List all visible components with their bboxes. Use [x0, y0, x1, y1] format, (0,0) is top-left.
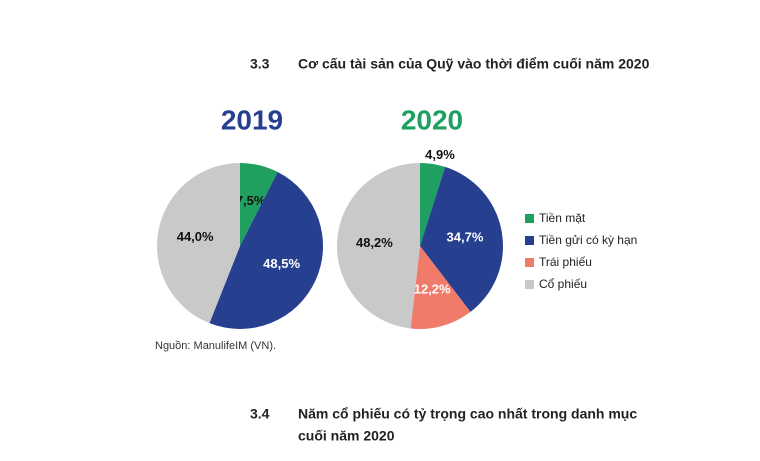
data-label: 48,2% [356, 235, 393, 250]
legend-swatch [525, 236, 534, 245]
data-label: 12,2% [414, 281, 451, 296]
legend-swatch [525, 280, 534, 289]
pie-slice [157, 163, 240, 324]
legend-swatch [525, 258, 534, 267]
pie-slice [420, 163, 446, 246]
pie-slice [240, 163, 278, 246]
pie-slice [209, 172, 323, 329]
legend-label: Tiền mặt [539, 211, 586, 225]
section-title: Cơ cấu tài sản của Quỹ vào thời điểm cuố… [298, 56, 650, 72]
pie-slice [420, 166, 504, 312]
data-label: 4,9% [425, 147, 455, 162]
legend-label: Cổ phiếu [539, 277, 587, 291]
section-title: cuối năm 2020 [298, 428, 395, 444]
data-label: 44,0% [177, 229, 214, 244]
chart-title: 2020 [401, 104, 463, 135]
legend-swatch [525, 214, 534, 223]
data-label: 7,5% [236, 193, 266, 208]
legend-label: Trái phiếu [539, 255, 592, 269]
source: Nguồn: ManulifeIM (VN). [155, 340, 276, 352]
chart-title: 2019 [221, 104, 283, 135]
pie-slice [337, 163, 420, 329]
section-number: 3.4 [250, 406, 270, 422]
data-label: 48,5% [263, 256, 300, 271]
legend-label: Tiền gửi có kỳ hạn [539, 233, 637, 247]
section-number: 3.3 [250, 56, 270, 72]
pie-slice [410, 246, 471, 329]
data-label: 34,7% [447, 230, 484, 245]
section-title: Năm cổ phiếu có tỷ trọng cao nhất trong … [298, 406, 637, 422]
